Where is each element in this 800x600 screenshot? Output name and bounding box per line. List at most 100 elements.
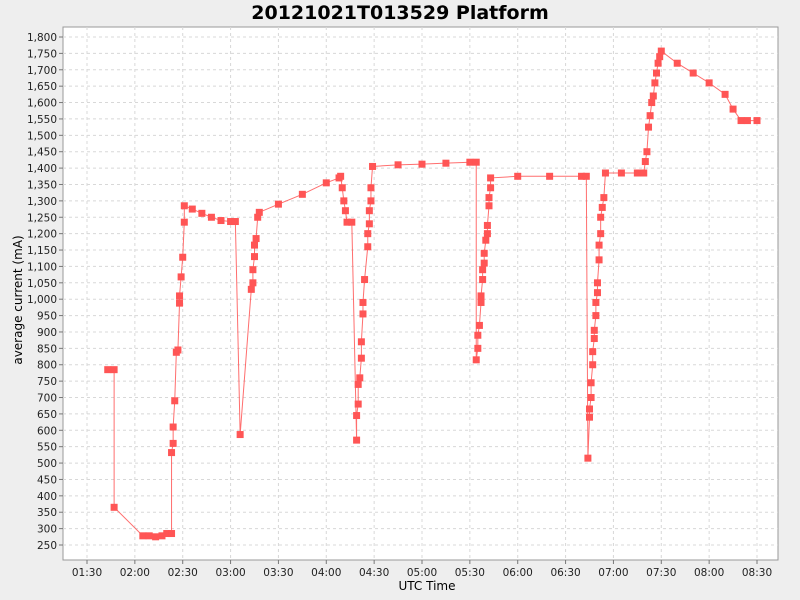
y-tick-label: 1,400 bbox=[27, 163, 57, 175]
data-point-marker bbox=[578, 172, 586, 180]
data-point-marker bbox=[593, 279, 601, 287]
data-point-marker bbox=[442, 159, 450, 167]
data-point-marker bbox=[169, 423, 177, 431]
data-point-marker bbox=[177, 273, 185, 281]
y-tick-label: 1,150 bbox=[27, 245, 57, 257]
data-point-marker bbox=[367, 184, 375, 192]
y-tick-label: 850 bbox=[37, 343, 57, 355]
data-point-marker bbox=[365, 207, 373, 215]
data-point-marker bbox=[646, 112, 654, 120]
data-point-marker bbox=[110, 366, 118, 374]
data-point-marker bbox=[236, 431, 244, 439]
data-point-marker bbox=[188, 205, 196, 213]
data-point-marker bbox=[180, 218, 188, 226]
y-tick-label: 500 bbox=[37, 458, 57, 470]
data-point-marker bbox=[586, 413, 593, 421]
data-point-marker bbox=[357, 354, 365, 362]
y-tick-label: 800 bbox=[37, 360, 57, 372]
data-point-marker bbox=[168, 530, 176, 538]
y-tick-label: 1,300 bbox=[27, 196, 57, 208]
data-point-marker bbox=[586, 405, 593, 413]
y-tick-label: 450 bbox=[37, 474, 57, 486]
data-point-marker bbox=[356, 374, 364, 382]
data-point-marker bbox=[487, 174, 495, 182]
data-point-marker bbox=[485, 194, 493, 202]
data-point-marker bbox=[353, 436, 361, 444]
data-point-marker bbox=[176, 299, 184, 307]
y-tick-label: 1,800 bbox=[27, 32, 57, 44]
data-point-marker bbox=[369, 162, 377, 170]
data-point-marker bbox=[361, 276, 369, 284]
data-point-marker bbox=[171, 397, 179, 405]
data-point-marker bbox=[163, 530, 171, 538]
plot-area bbox=[62, 26, 779, 561]
data-point-marker bbox=[168, 449, 176, 457]
data-point-marker bbox=[343, 218, 351, 226]
data-point-marker bbox=[600, 194, 608, 202]
data-point-marker bbox=[341, 207, 349, 215]
x-tick-label: 02:00 bbox=[120, 567, 150, 579]
y-tick-label: 550 bbox=[37, 442, 57, 454]
data-point-marker bbox=[252, 235, 260, 243]
data-point-marker bbox=[595, 241, 603, 249]
data-point-marker bbox=[601, 169, 609, 177]
y-tick-label: 1,650 bbox=[27, 81, 57, 93]
data-point-marker bbox=[227, 218, 235, 226]
x-tick-label: 03:00 bbox=[215, 567, 245, 579]
data-point-marker bbox=[152, 533, 160, 541]
data-point-marker bbox=[474, 331, 482, 339]
data-point-marker bbox=[743, 117, 751, 125]
data-point-marker bbox=[475, 321, 483, 329]
data-point-marker bbox=[651, 79, 659, 87]
data-point-marker bbox=[477, 292, 485, 300]
data-point-marker bbox=[359, 310, 367, 318]
x-tick-label: 04:00 bbox=[311, 567, 341, 579]
data-point-marker bbox=[247, 285, 255, 293]
data-point-marker bbox=[649, 92, 657, 100]
data-point-marker bbox=[479, 276, 487, 284]
data-point-marker bbox=[546, 172, 554, 180]
y-axis-ticks: 250 300 350 400 450 500 550 600 650 700 750 800 850 9… bbox=[27, 32, 63, 552]
data-point-marker bbox=[357, 338, 365, 346]
data-point-marker bbox=[364, 243, 372, 251]
y-tick-label: 1,200 bbox=[27, 229, 57, 241]
data-point-marker bbox=[365, 220, 373, 228]
data-point-marker bbox=[340, 197, 348, 205]
data-point-marker bbox=[466, 158, 474, 166]
data-point-marker bbox=[251, 253, 258, 261]
data-point-marker bbox=[359, 298, 367, 306]
y-tick-label: 700 bbox=[37, 393, 57, 405]
data-point-marker bbox=[180, 202, 188, 210]
data-point-marker bbox=[364, 230, 372, 238]
data-point-marker bbox=[705, 79, 713, 87]
data-point-marker bbox=[721, 90, 729, 98]
y-tick-label: 400 bbox=[37, 491, 57, 503]
y-tick-label: 750 bbox=[37, 376, 57, 388]
data-point-marker bbox=[617, 169, 625, 177]
data-point-marker bbox=[729, 105, 737, 113]
x-tick-label: 08:30 bbox=[742, 567, 772, 579]
data-point-marker bbox=[587, 394, 595, 402]
data-point-marker bbox=[592, 312, 600, 320]
data-point-marker bbox=[487, 184, 495, 192]
data-point-marker bbox=[657, 47, 665, 55]
data-point-marker bbox=[592, 298, 600, 306]
data-point-marker bbox=[753, 117, 761, 125]
data-point-marker bbox=[338, 184, 346, 192]
data-point-marker bbox=[480, 259, 488, 267]
data-point-marker bbox=[255, 208, 263, 216]
x-tick-label: 07:30 bbox=[646, 567, 676, 579]
data-point-marker bbox=[737, 117, 745, 125]
data-point-marker bbox=[593, 289, 601, 297]
data-point-marker bbox=[354, 380, 362, 388]
y-tick-label: 1,000 bbox=[27, 294, 57, 306]
data-point-marker bbox=[656, 53, 664, 61]
data-point-marker bbox=[673, 59, 681, 67]
data-point-marker bbox=[158, 532, 166, 540]
x-tick-label: 05:30 bbox=[455, 567, 485, 579]
y-tick-label: 1,600 bbox=[27, 98, 57, 110]
data-point-marker bbox=[274, 200, 282, 208]
x-tick-label: 06:30 bbox=[550, 567, 580, 579]
data-point-marker bbox=[367, 197, 375, 205]
x-tick-label: 02:30 bbox=[168, 567, 198, 579]
